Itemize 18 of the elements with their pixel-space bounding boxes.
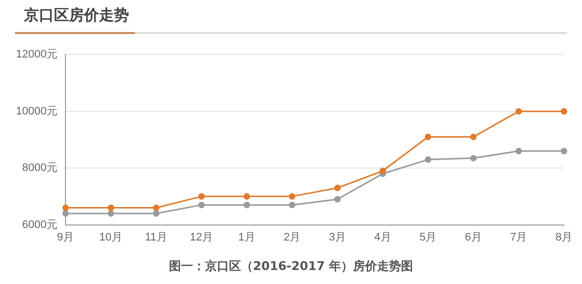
x-tick-label: 9月 <box>57 231 74 244</box>
x-tick-label: 5月 <box>420 231 437 244</box>
x-tick-label: 2月 <box>284 231 301 244</box>
x-tick-label: 8月 <box>555 231 573 244</box>
y-tick-label: 8000元 <box>22 162 58 174</box>
y-tick-label: 10000元 <box>16 105 58 118</box>
y-tick-label: 6000元 <box>22 218 58 231</box>
x-tick-label: 12月 <box>190 231 214 244</box>
y-tick-label: 12000元 <box>16 48 58 61</box>
x-tick-label: 4月 <box>374 231 392 244</box>
x-tick-label: 10月 <box>99 231 123 244</box>
x-tick-label: 7月 <box>510 231 528 244</box>
text: 图一：京口区（2016-2017 年）房价走势图 <box>168 258 414 275</box>
x-tick-label: 1月 <box>238 231 256 244</box>
x-tick-label: 11月 <box>145 231 168 244</box>
chart-title: 京口区房价走势 <box>24 6 129 25</box>
x-tick-label: 3月 <box>328 231 346 244</box>
x-tick-label: 6月 <box>464 231 482 244</box>
